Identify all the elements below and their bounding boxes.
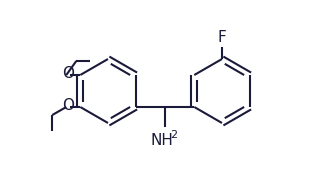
Text: F: F: [218, 30, 226, 45]
Text: O: O: [62, 67, 74, 81]
Text: 2: 2: [170, 130, 177, 140]
Text: NH: NH: [150, 133, 173, 148]
Text: O: O: [62, 99, 74, 113]
